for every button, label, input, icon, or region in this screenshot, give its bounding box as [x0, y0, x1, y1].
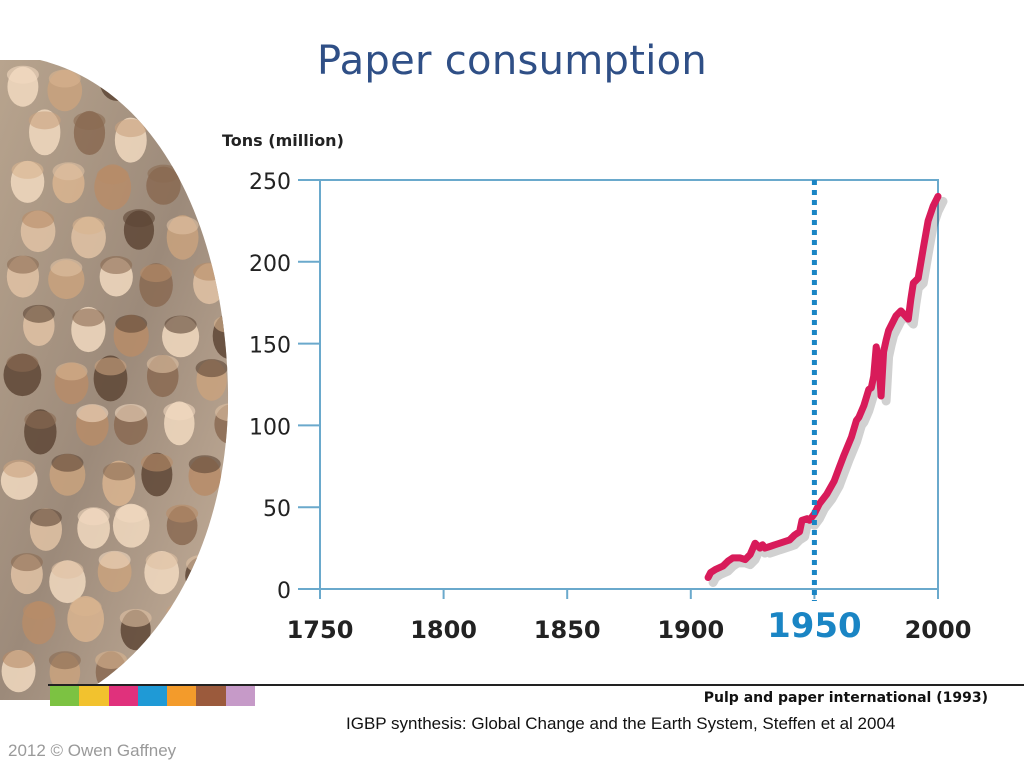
- source-secondary: IGBP synthesis: Global Change and the Ea…: [346, 714, 896, 733]
- stripe-swatch: [108, 686, 138, 706]
- y-axis-title: Tons (million): [222, 131, 344, 150]
- y-tick-label: 50: [263, 497, 291, 522]
- y-tick-label: 0: [277, 579, 291, 604]
- x-tick-label: 1750: [287, 616, 354, 644]
- stripe-swatch: [137, 686, 168, 706]
- y-tick-label: 100: [249, 415, 291, 440]
- source-primary: Pulp and paper international (1993): [703, 690, 988, 706]
- stripe-swatch: [225, 686, 255, 706]
- paper-consumption-line: [704, 192, 942, 581]
- y-tick-label: 200: [249, 252, 291, 277]
- x-tick-label: 1800: [410, 616, 477, 644]
- x-tick-label: 1900: [657, 616, 724, 644]
- stripe-swatch: [50, 686, 80, 706]
- stripe-swatch: [79, 686, 109, 706]
- y-tick-label: 250: [249, 170, 291, 195]
- year-1950-label: 1950: [767, 606, 862, 646]
- footer-divider: [48, 684, 1024, 686]
- slide-title: Paper consumption: [316, 38, 708, 84]
- copyright-notice: 2012 © Owen Gaffney: [8, 741, 177, 760]
- series-shadow: [708, 196, 948, 587]
- y-tick-label: 150: [249, 334, 291, 359]
- plot-frame: [319, 179, 939, 590]
- color-stripe-logo: [50, 686, 255, 706]
- x-tick-label: 2000: [905, 616, 972, 644]
- x-tick-label: 1850: [534, 616, 601, 644]
- stripe-swatch: [167, 686, 197, 706]
- stripe-swatch: [196, 686, 226, 706]
- paper-consumption-chart: Tons (million) 0 50 100 150 200 250 1750 1800 18…: [222, 131, 972, 646]
- crowd-photo: [0, 60, 229, 700]
